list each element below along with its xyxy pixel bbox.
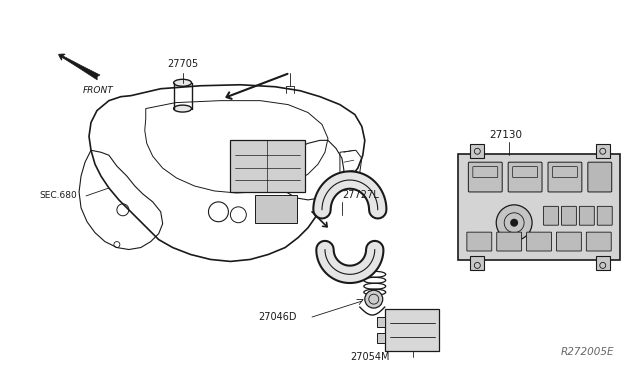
FancyBboxPatch shape [497, 232, 522, 251]
FancyBboxPatch shape [579, 206, 595, 225]
Text: 27727L: 27727L [342, 190, 379, 200]
FancyBboxPatch shape [470, 144, 484, 158]
FancyBboxPatch shape [508, 162, 542, 192]
FancyBboxPatch shape [588, 162, 612, 192]
Text: 27046D: 27046D [259, 312, 297, 322]
Text: SEC.680: SEC.680 [39, 192, 77, 201]
FancyBboxPatch shape [586, 232, 611, 251]
Text: 27130: 27130 [489, 130, 522, 140]
Ellipse shape [173, 105, 191, 112]
Ellipse shape [173, 79, 191, 86]
FancyBboxPatch shape [468, 162, 502, 192]
FancyBboxPatch shape [467, 232, 492, 251]
Bar [377, 317, 385, 327]
FancyBboxPatch shape [458, 154, 620, 260]
Text: 27705: 27705 [167, 59, 198, 69]
FancyBboxPatch shape [470, 256, 484, 270]
FancyBboxPatch shape [596, 144, 610, 158]
FancyBboxPatch shape [597, 206, 612, 225]
FancyBboxPatch shape [556, 232, 581, 251]
Bar [255, 195, 297, 223]
FancyBboxPatch shape [527, 232, 552, 251]
Text: 27054M: 27054M [350, 352, 389, 362]
FancyBboxPatch shape [596, 256, 610, 270]
Circle shape [510, 219, 518, 227]
Bar [385, 309, 440, 351]
Circle shape [496, 205, 532, 241]
Bar [230, 140, 305, 192]
FancyBboxPatch shape [561, 206, 577, 225]
FancyBboxPatch shape [543, 206, 559, 225]
Bar [377, 333, 385, 343]
Circle shape [365, 290, 383, 308]
Text: R272005E: R272005E [560, 347, 614, 357]
Text: FRONT: FRONT [83, 86, 113, 95]
FancyBboxPatch shape [548, 162, 582, 192]
